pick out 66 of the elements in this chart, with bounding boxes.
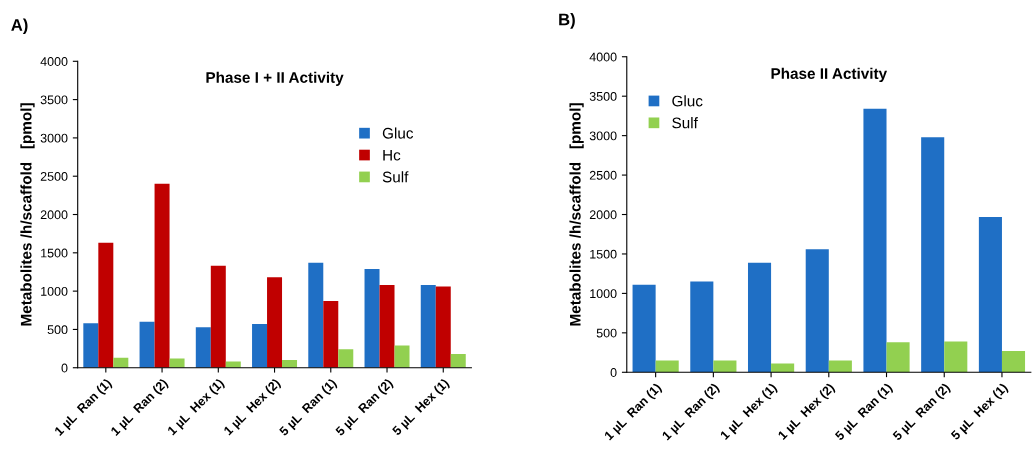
y-tick-label: 3500 (40, 95, 68, 105)
bar (886, 342, 910, 373)
bar (323, 301, 339, 368)
bar (113, 357, 129, 368)
bar (252, 324, 268, 368)
bar (420, 285, 436, 368)
legend-label: Gluc (672, 95, 703, 107)
bar (364, 268, 380, 368)
text: B) (559, 13, 575, 29)
bar (83, 323, 99, 368)
y-tick-label: 3500 (589, 91, 617, 101)
text: Phase I + II Activity (206, 71, 344, 86)
bar (805, 249, 829, 373)
y-tick-label: 3000 (589, 131, 617, 141)
y-tick-label: 0 (610, 368, 617, 377)
bar (450, 353, 466, 368)
x-tick-label: 1 µL Ran (1) (603, 382, 664, 443)
bar (1001, 350, 1026, 373)
bar (863, 108, 887, 373)
x-tick-label: 5 µL Hex (1) (950, 382, 1010, 443)
bar (139, 321, 155, 368)
bar (713, 360, 737, 373)
bar (195, 327, 211, 368)
legend-label: Sulf (672, 117, 698, 129)
bar (632, 284, 656, 373)
y-tick-label: 1500 (41, 248, 68, 258)
y-tick-label: 2000 (40, 210, 68, 220)
bar (921, 137, 945, 373)
bar (828, 360, 852, 373)
bar (210, 265, 226, 368)
bar (944, 341, 968, 373)
y-tick-label: 2500 (40, 172, 68, 181)
y-tick-label: 4000 (40, 57, 68, 66)
y-tick-label: 2500 (589, 170, 617, 180)
y-tick-label: 3000 (40, 133, 68, 143)
bar (154, 183, 170, 368)
y-tick-label: 2000 (589, 210, 617, 220)
bar (978, 216, 1002, 373)
y-tick-label: 500 (47, 325, 68, 335)
y-tick-label: 500 (596, 328, 617, 338)
text: Phase II Activity (771, 67, 888, 83)
bar (771, 363, 795, 373)
bar (435, 286, 451, 368)
x-tick-label: 1 µL Ran (2) (661, 382, 722, 443)
legend-label: Sulf (382, 171, 409, 183)
y-tick-label: 1000 (41, 286, 68, 296)
bar (379, 285, 395, 368)
y-tick-label: 1500 (590, 249, 617, 259)
y-tick-label: 1000 (590, 289, 617, 299)
bar (655, 360, 679, 373)
text: A) (11, 18, 28, 35)
y-tick-label: 0 (61, 363, 68, 373)
bar (98, 242, 114, 368)
legend-label: Gluc (382, 127, 414, 139)
bar (690, 281, 714, 373)
bar (282, 360, 298, 368)
bar (267, 277, 283, 368)
y-axis-title: Metabolites /h/scaffold [pmol] (20, 103, 35, 326)
bar (338, 349, 354, 368)
bar (308, 262, 324, 368)
bar (394, 345, 410, 368)
y-tick-label: 4000 (589, 52, 617, 62)
x-tick-label: 1 µL Hex (1) (719, 382, 779, 442)
bar (747, 262, 772, 373)
legend-label: Hc (383, 149, 401, 161)
y-axis-title: Metabolites /h/scaffold [pmol] (569, 103, 584, 326)
